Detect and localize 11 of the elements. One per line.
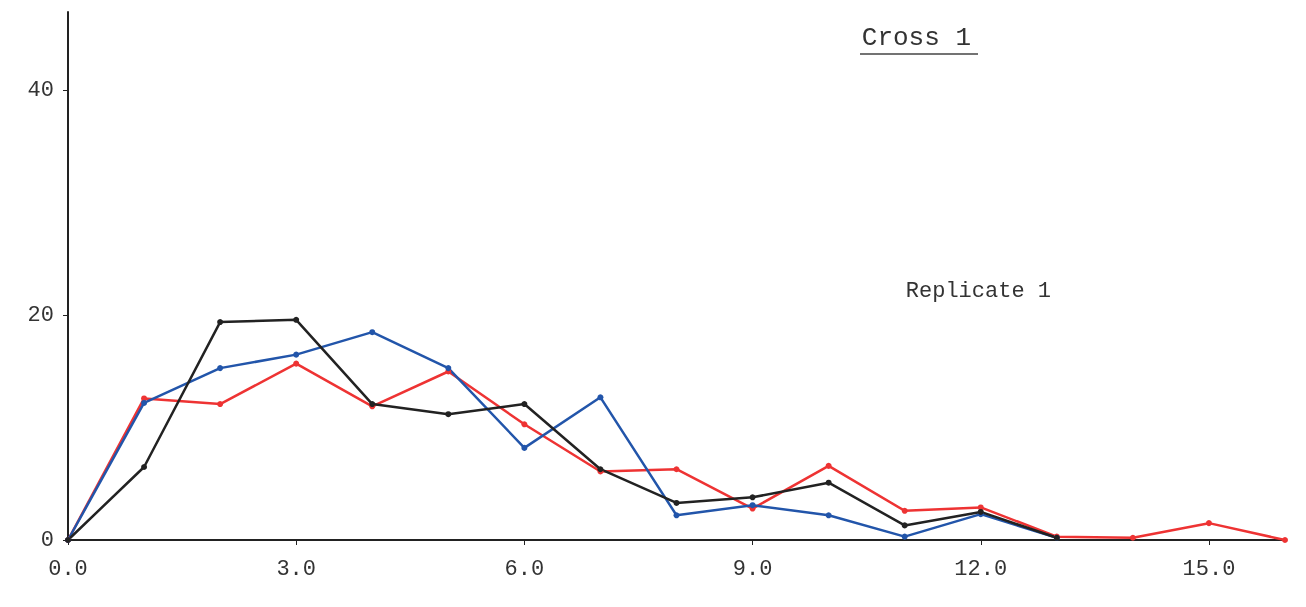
y-tick-label: 40	[27, 78, 54, 104]
x-tick-label: 3.0	[276, 556, 316, 582]
y-tick-label: 0	[40, 527, 54, 553]
x-tick-label: 12.0	[954, 556, 1008, 582]
y-tick-label: 20	[27, 302, 54, 328]
x-tick-label: 15.0	[1182, 556, 1236, 582]
x-tick-label: 9.0	[732, 556, 773, 582]
x-tick-label: 0.0	[48, 556, 88, 582]
text: Replicate 1	[905, 278, 1052, 304]
x-tick-label: 6.0	[504, 556, 545, 582]
text: Cross 1	[861, 23, 971, 53]
